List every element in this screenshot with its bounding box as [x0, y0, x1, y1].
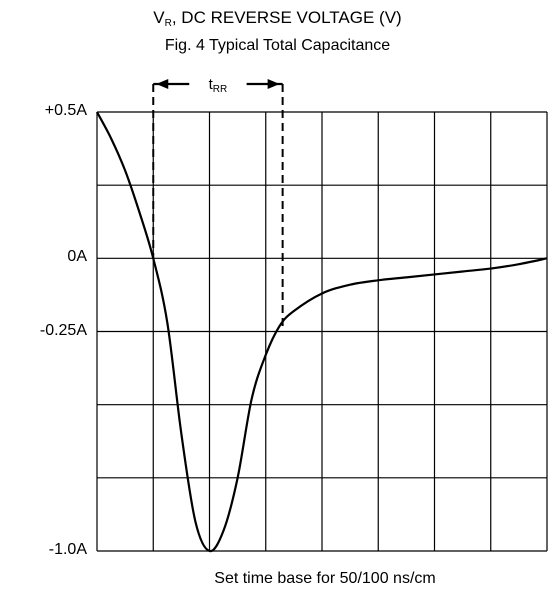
x-axis-title-rest: , DC REVERSE VOLTAGE (V) [171, 8, 402, 27]
x-axis-title: VR, DC REVERSE VOLTAGE (V) [0, 8, 555, 29]
trr-label-main: t [209, 76, 214, 93]
x-axis-title-sub: R [164, 18, 172, 29]
trr-label-sub: RR [213, 84, 227, 95]
trr-arrow-left-head [156, 79, 169, 89]
y-tick-label: +0.5A [44, 102, 87, 119]
chart-title: Fig. 4 Typical Total Capacitance [164, 37, 391, 54]
y-tick-label: 0A [67, 248, 87, 266]
y-tick-label: -1.0A [48, 541, 87, 558]
y-tick-label: -0.25A [39, 321, 87, 339]
trr-label: tRR [209, 76, 228, 95]
trr-arrow-right-head [267, 79, 280, 89]
x-axis-title-main: V [153, 8, 165, 27]
x-axis-label: Set time base for 50/100 ns/cm [214, 570, 436, 587]
